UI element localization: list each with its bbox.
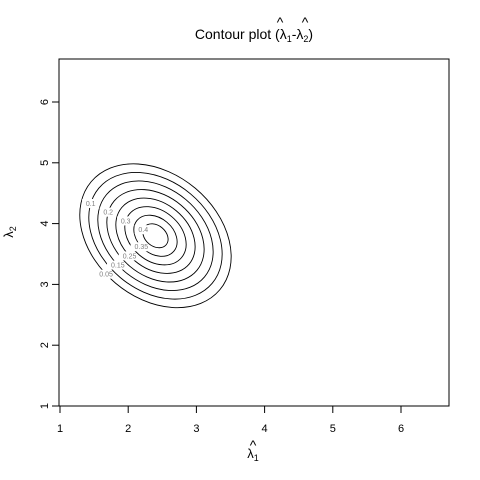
contour-label-bg: [118, 251, 141, 261]
contour-label-bg: [82, 198, 100, 208]
contour-label: 0.2: [103, 210, 113, 217]
contour-label: 0.3: [121, 218, 131, 225]
x-tick-label: 2: [125, 423, 131, 435]
x-tick-label: 6: [398, 423, 404, 435]
contour-line: [115, 197, 196, 274]
y-tick-label: 5: [39, 160, 51, 166]
x-tick-label: 1: [57, 423, 63, 435]
contour-label-bg: [130, 242, 153, 252]
contour-line: [88, 172, 223, 300]
contour-level: [106, 189, 205, 283]
contour-lines: 0.05 0.1 0.15 0.2 0.25 0.3 0.35 0.4: [79, 163, 232, 309]
contour-line: [142, 223, 169, 249]
contour-label: 0.4: [138, 227, 148, 234]
contour-level: [88, 172, 223, 300]
contour-level: [115, 197, 196, 274]
contour-line: [124, 206, 187, 266]
chart-title: Contour plot (λ1-λ2): [195, 26, 313, 44]
contour-level: [97, 180, 214, 291]
contour-label: 0.25: [123, 253, 137, 260]
x-axis: 1 2 3 4 5 6: [57, 405, 404, 435]
y-tick-label: 1: [39, 403, 51, 409]
y-tick-label: 6: [39, 99, 51, 105]
contour-line: [106, 189, 205, 283]
contour-label-bg: [95, 269, 117, 279]
y-tick-label: 2: [39, 342, 51, 348]
contour-label: 0.1: [86, 201, 96, 208]
y-tick-label: 3: [39, 281, 51, 287]
title-hat-1: ^: [277, 14, 284, 30]
contour-label-bg: [134, 225, 152, 235]
title-hat-2: ^: [302, 14, 309, 30]
x-axis-label: λ1: [247, 446, 259, 463]
x-axis-hat: ^: [250, 437, 257, 453]
plot-frame: [58, 58, 450, 407]
contour-level: [79, 163, 232, 309]
y-tick-label: 4: [39, 221, 51, 227]
contour-line: [97, 180, 214, 291]
contour-label-bg: [107, 260, 129, 270]
contour-label-bg: [99, 207, 117, 217]
contour-level: [124, 206, 187, 266]
y-axis-label: λ2: [1, 226, 18, 238]
x-tick-label: 4: [262, 423, 268, 435]
y-axis: 1 2 3 4 5 6: [39, 99, 60, 409]
contour-label: 0.15: [111, 263, 125, 270]
contour-line: [133, 214, 178, 257]
contour-label: 0.05: [99, 272, 113, 279]
contour-label-bg: [117, 216, 135, 226]
x-tick-label: 5: [330, 423, 336, 435]
contour-label: 0.35: [135, 244, 149, 251]
x-tick-label: 3: [193, 423, 199, 435]
contour-line: [79, 163, 232, 309]
contour-level: [142, 223, 169, 249]
contour-level: [133, 214, 178, 257]
